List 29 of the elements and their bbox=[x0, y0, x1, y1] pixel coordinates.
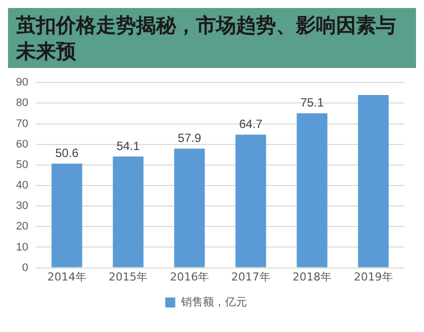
bar bbox=[174, 148, 205, 268]
text: 50.6 bbox=[55, 146, 79, 160]
bar bbox=[235, 134, 266, 268]
bar bbox=[358, 94, 389, 268]
text: 75.1 bbox=[300, 96, 324, 110]
x-tick-label: 2016年 bbox=[170, 270, 209, 284]
legend-label: 销售额，亿元 bbox=[180, 295, 247, 308]
x-tick-label: 2015年 bbox=[108, 270, 148, 284]
x-tick-label: 2019年 bbox=[354, 270, 393, 284]
bar bbox=[296, 113, 328, 268]
y-tick-label: 40 bbox=[16, 180, 28, 192]
bar bbox=[112, 156, 144, 268]
text: 54.1 bbox=[116, 138, 140, 153]
y-tick-label: 90 bbox=[16, 76, 28, 89]
y-tick-label: 20 bbox=[16, 220, 28, 233]
chart-title: 茧扣价格走势揭秘，市场趋势、影响因素与未来预 bbox=[8, 8, 416, 68]
text: 57.9 bbox=[178, 130, 202, 145]
y-tick-label: 50 bbox=[16, 158, 28, 171]
y-tick-label: 0 bbox=[22, 262, 28, 274]
x-tick-label: 2017年 bbox=[231, 270, 270, 284]
y-tick-label: 10 bbox=[16, 241, 28, 254]
y-tick-label: 80 bbox=[16, 97, 28, 110]
bar bbox=[52, 164, 82, 268]
x-tick-label: 2018年 bbox=[292, 270, 332, 284]
y-tick-label: 60 bbox=[16, 138, 28, 150]
y-tick-label: 70 bbox=[16, 118, 28, 130]
text: 64.7 bbox=[239, 116, 262, 131]
y-tick-label: 30 bbox=[16, 200, 28, 212]
x-tick-label: 2014年 bbox=[47, 270, 86, 284]
